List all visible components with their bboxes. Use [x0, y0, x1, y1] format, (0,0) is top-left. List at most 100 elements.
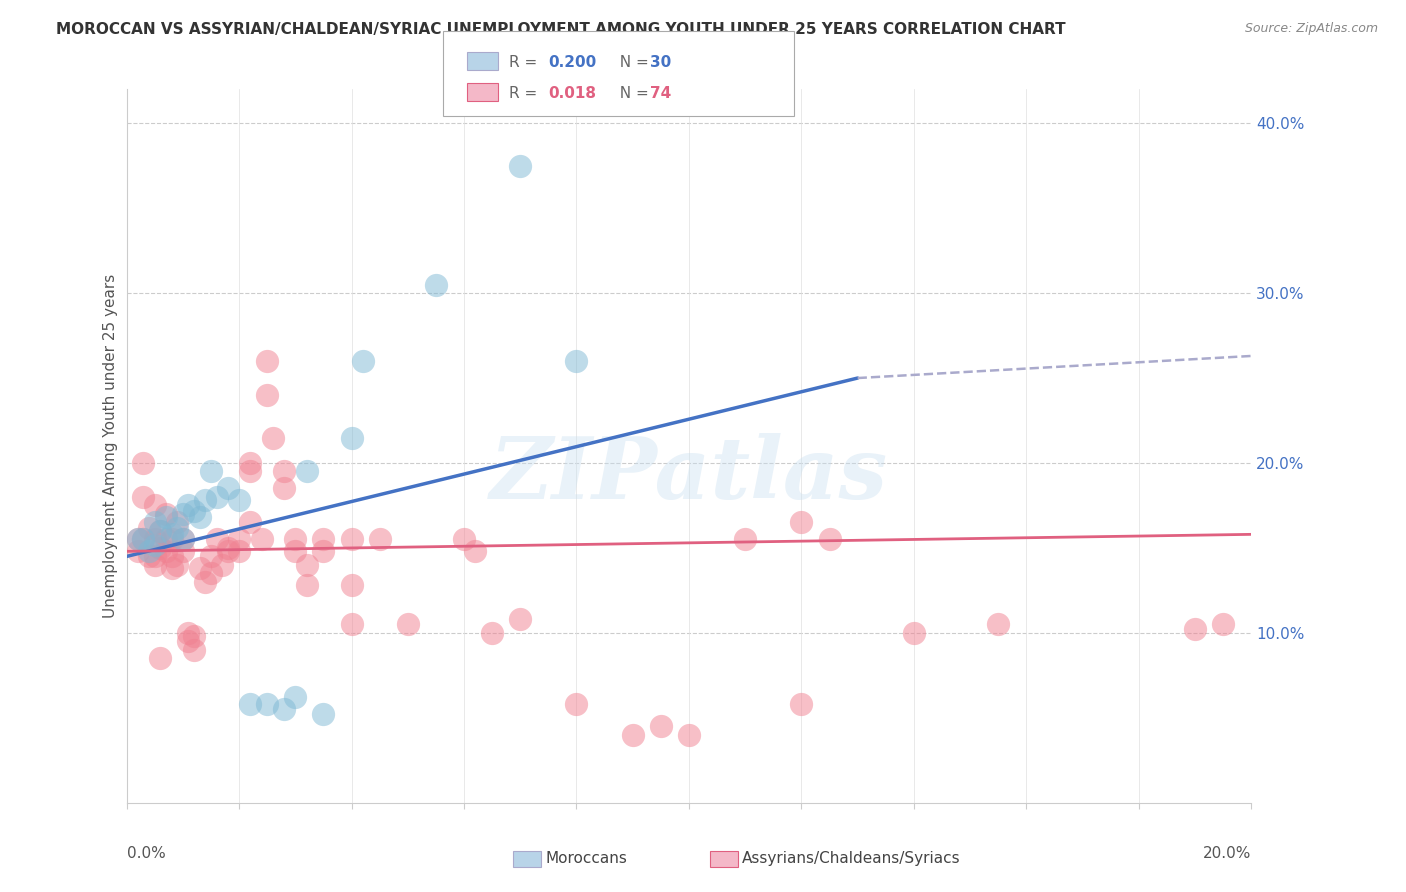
Point [284, 533, 307, 547]
Point [132, 490, 155, 504]
Point [273, 465, 295, 479]
Point [464, 544, 486, 558]
Point [295, 465, 318, 479]
Point [312, 544, 335, 558]
Point [250, 533, 273, 547]
Point [239, 516, 262, 530]
Point [138, 544, 160, 558]
Point [678, 728, 700, 742]
Point [160, 527, 183, 541]
Text: 0.200: 0.200 [548, 55, 596, 70]
Point [143, 533, 166, 547]
Point [239, 456, 262, 470]
Point [621, 728, 644, 742]
Point [149, 524, 172, 538]
Point [396, 617, 419, 632]
Point [903, 626, 925, 640]
Point [143, 549, 166, 564]
Point [239, 465, 262, 479]
Point [132, 533, 155, 547]
Point [127, 533, 149, 547]
Point [149, 524, 172, 538]
Point [172, 544, 194, 558]
Point [143, 516, 166, 530]
Text: 20.0%: 20.0% [1204, 846, 1251, 861]
Point [453, 533, 475, 547]
Point [790, 516, 813, 530]
Point [172, 507, 194, 521]
Point [295, 558, 318, 572]
Point [183, 503, 205, 517]
Point [228, 544, 250, 558]
Point [143, 499, 166, 513]
Point [155, 507, 177, 521]
Point [155, 544, 177, 558]
Point [143, 537, 166, 551]
Text: Source: ZipAtlas.com: Source: ZipAtlas.com [1244, 22, 1378, 36]
Point [155, 533, 177, 547]
Text: ZIPatlas: ZIPatlas [489, 433, 889, 516]
Text: MOROCCAN VS ASSYRIAN/CHALDEAN/SYRIAC UNEMPLOYMENT AMONG YOUTH UNDER 25 YEARS COR: MOROCCAN VS ASSYRIAN/CHALDEAN/SYRIAC UNE… [56, 22, 1066, 37]
Point [132, 533, 155, 547]
Point [273, 702, 295, 716]
Point [340, 617, 363, 632]
Point [565, 354, 588, 368]
Point [340, 578, 363, 592]
Point [211, 558, 233, 572]
Point [228, 493, 250, 508]
Point [239, 698, 262, 712]
Point [160, 561, 183, 575]
Point [166, 516, 188, 530]
Point [217, 544, 239, 558]
Point [284, 690, 307, 705]
Point [295, 578, 318, 592]
Point [217, 482, 239, 496]
Point [188, 561, 211, 575]
Point [273, 482, 295, 496]
Point [127, 533, 149, 547]
Point [160, 533, 183, 547]
Point [183, 629, 205, 643]
Point [1212, 617, 1234, 632]
Point [177, 634, 200, 648]
Point [818, 533, 841, 547]
Point [205, 533, 228, 547]
Point [149, 541, 172, 555]
Point [200, 465, 222, 479]
Point [340, 430, 363, 444]
Point [149, 651, 172, 665]
Text: R =: R = [509, 87, 543, 101]
Point [425, 277, 447, 292]
Point [340, 533, 363, 547]
Point [1184, 623, 1206, 637]
Point [143, 558, 166, 572]
Text: 0.018: 0.018 [548, 87, 596, 101]
Point [183, 643, 205, 657]
Point [312, 707, 335, 722]
Point [127, 544, 149, 558]
Text: 30: 30 [650, 55, 671, 70]
Point [262, 430, 284, 444]
Point [177, 626, 200, 640]
Point [132, 456, 155, 470]
Point [256, 388, 278, 402]
Point [166, 558, 188, 572]
Point [256, 698, 278, 712]
Point [188, 510, 211, 524]
Point [172, 533, 194, 547]
Point [734, 533, 756, 547]
Point [228, 533, 250, 547]
Point [138, 520, 160, 534]
Text: N =: N = [610, 87, 654, 101]
Point [481, 626, 503, 640]
Point [172, 533, 194, 547]
Text: N =: N = [610, 55, 654, 70]
Point [217, 541, 239, 555]
Point [194, 574, 217, 589]
Point [200, 566, 222, 581]
Text: 0.0%: 0.0% [127, 846, 166, 861]
Point [790, 698, 813, 712]
Point [284, 544, 307, 558]
Point [256, 354, 278, 368]
Point [160, 549, 183, 564]
